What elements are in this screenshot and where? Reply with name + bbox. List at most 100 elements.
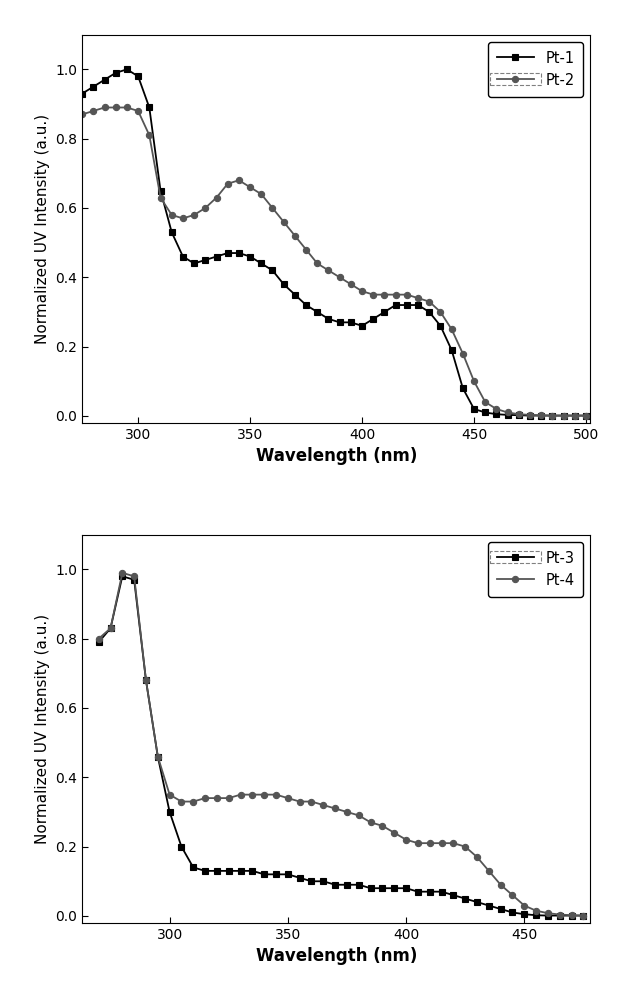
- Pt-2: [582, 410, 590, 422]
- Pt-2: [325, 264, 332, 276]
- Pt-4: [284, 792, 292, 804]
- Pt-4: [190, 796, 197, 808]
- Pt-2: [425, 296, 433, 308]
- Pt-1: [302, 299, 310, 311]
- Pt-2: [470, 375, 478, 387]
- Pt-3: [107, 622, 114, 634]
- Pt-2: [481, 396, 489, 408]
- Pt-3: [485, 900, 493, 912]
- Pt-2: [179, 212, 187, 224]
- Pt-4: [579, 910, 587, 922]
- Pt-4: [391, 827, 398, 839]
- Pt-4: [236, 789, 244, 801]
- Pt-3: [568, 910, 576, 922]
- Pt-4: [378, 820, 386, 832]
- Pt-2: [538, 409, 545, 421]
- Pt-1: [414, 299, 422, 311]
- Pt-3: [497, 903, 505, 915]
- Pt-4: [497, 879, 505, 891]
- Pt-1: [582, 410, 590, 422]
- Pt-3: [296, 872, 304, 884]
- Pt-1: [168, 226, 176, 238]
- Pt-4: [544, 907, 552, 919]
- Pt-1: [538, 410, 545, 422]
- Pt-3: [178, 841, 185, 853]
- Pt-2: [493, 403, 500, 415]
- Pt-3: [402, 882, 410, 894]
- Pt-3: [249, 865, 256, 877]
- Pt-1: [89, 81, 97, 93]
- Y-axis label: Normalized UV Intensity (a.u.): Normalized UV Intensity (a.u.): [35, 614, 49, 844]
- Pt-2: [437, 306, 444, 318]
- Pt-2: [257, 188, 265, 200]
- Pt-3: [272, 868, 280, 880]
- Pt-2: [123, 101, 131, 113]
- Pt-4: [131, 570, 138, 582]
- Pt-2: [560, 410, 567, 422]
- Pt-1: [548, 410, 556, 422]
- Pt-2: [370, 289, 377, 301]
- Pt-1: [146, 101, 153, 113]
- Pt-1: [459, 382, 467, 394]
- Pt-4: [249, 789, 256, 801]
- Pt-2: [112, 101, 120, 113]
- Line: Pt-2: Pt-2: [79, 104, 589, 419]
- Pt-1: [403, 299, 411, 311]
- Pt-1: [347, 316, 354, 328]
- Pt-1: [425, 306, 433, 318]
- Pt-1: [212, 251, 220, 263]
- Pt-4: [95, 633, 103, 645]
- Pt-4: [533, 905, 540, 917]
- Pt-3: [508, 906, 516, 918]
- Pt-1: [493, 408, 500, 420]
- Pt-4: [272, 789, 280, 801]
- Pt-4: [343, 806, 351, 818]
- Pt-4: [568, 909, 576, 921]
- Pt-3: [367, 882, 375, 894]
- Pt-1: [560, 410, 567, 422]
- Pt-1: [325, 313, 332, 325]
- Pt-1: [504, 409, 512, 421]
- Pt-3: [556, 910, 564, 922]
- Pt-2: [134, 105, 142, 117]
- Pt-1: [481, 406, 489, 418]
- Pt-3: [437, 886, 445, 898]
- Pt-3: [521, 908, 528, 920]
- Line: Pt-4: Pt-4: [96, 570, 586, 919]
- Pt-4: [107, 622, 114, 634]
- Pt-2: [403, 289, 411, 301]
- Pt-3: [166, 806, 174, 818]
- Pt-1: [269, 264, 276, 276]
- Pt-1: [392, 299, 399, 311]
- Pt-2: [280, 216, 287, 228]
- Pt-4: [307, 796, 315, 808]
- Pt-4: [178, 796, 185, 808]
- Pt-3: [426, 886, 434, 898]
- Pt-3: [343, 879, 351, 891]
- Pt-4: [261, 789, 268, 801]
- Pt-4: [225, 792, 233, 804]
- Pt-2: [146, 129, 153, 141]
- Pt-1: [526, 410, 534, 422]
- Y-axis label: Normalized UV Intensity (a.u.): Normalized UV Intensity (a.u.): [35, 114, 49, 344]
- Pt-1: [123, 63, 131, 75]
- Pt-2: [168, 209, 176, 221]
- Pt-3: [544, 910, 552, 922]
- Pt-4: [426, 837, 434, 849]
- Pt-2: [504, 406, 512, 418]
- Pt-2: [380, 289, 388, 301]
- Pt-3: [261, 868, 268, 880]
- Pt-3: [414, 886, 422, 898]
- Pt-3: [131, 574, 138, 586]
- Pt-3: [462, 893, 469, 905]
- Legend: Pt-3, Pt-4: Pt-3, Pt-4: [488, 542, 583, 597]
- Pt-2: [571, 410, 579, 422]
- Pt-4: [142, 674, 150, 686]
- Pt-3: [378, 882, 386, 894]
- Pt-3: [154, 751, 162, 763]
- Pt-3: [190, 861, 197, 873]
- Pt-2: [459, 348, 467, 360]
- Pt-1: [291, 289, 299, 301]
- Pt-1: [370, 313, 377, 325]
- Pt-1: [571, 410, 579, 422]
